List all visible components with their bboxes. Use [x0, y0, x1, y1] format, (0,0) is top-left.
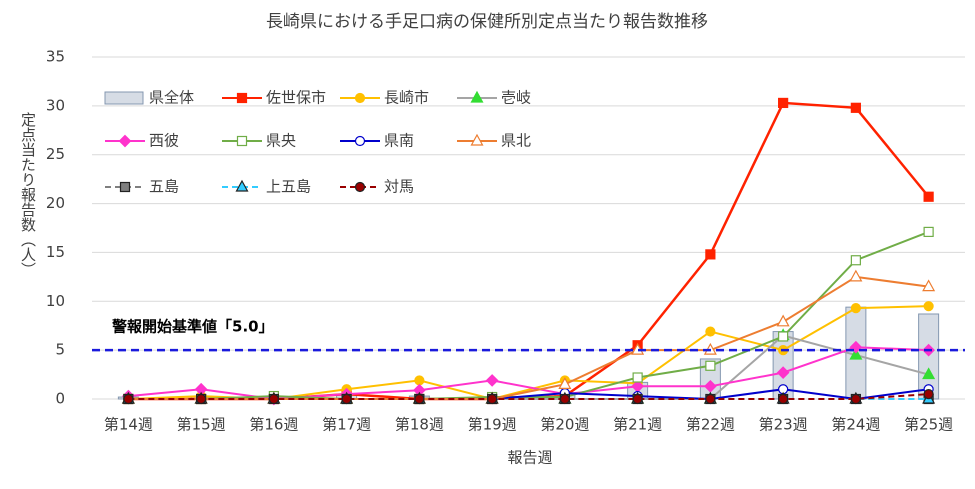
legend-label: 県全体: [149, 89, 194, 107]
y-tick-label: 20: [46, 194, 65, 212]
marker: [850, 255, 861, 266]
x-tick-label: 第22週: [686, 416, 735, 434]
x-tick-label: 第14週: [104, 416, 153, 434]
marker: [236, 92, 248, 104]
marker: [778, 331, 789, 342]
legend-label: 県央: [266, 132, 296, 150]
x-tick-label: 第23週: [759, 416, 808, 434]
marker: [354, 135, 366, 147]
marker: [485, 374, 499, 387]
legend-marker: [354, 92, 366, 104]
y-tick-label: 35: [46, 48, 65, 66]
chart-title: 長崎県における手足口病の保健所別定点当たり報告数推移: [266, 12, 708, 32]
marker: [558, 377, 572, 389]
marker: [705, 326, 716, 337]
marker: [923, 226, 934, 238]
marker: [414, 375, 425, 386]
y-tick-label: 30: [46, 96, 65, 114]
legend-marker: [470, 90, 484, 103]
marker: [632, 372, 643, 383]
marker: [776, 366, 790, 379]
legend-label: 上五島: [266, 178, 311, 196]
x-tick-label: 第15週: [177, 416, 226, 434]
legend-label: 県南: [384, 132, 414, 150]
marker: [705, 360, 716, 371]
marker: [354, 181, 366, 193]
marker: [849, 347, 863, 360]
marker: [354, 92, 366, 104]
marker: [849, 269, 863, 282]
series: [121, 269, 936, 404]
marker: [414, 393, 425, 405]
marker: [776, 314, 790, 327]
marker: [559, 393, 570, 405]
x-tick-label: 第20週: [540, 416, 589, 434]
marker: [470, 90, 484, 103]
x-tick-label: 第18週: [395, 416, 444, 434]
marker: [236, 135, 248, 147]
x-tick-label: 第21週: [613, 416, 662, 434]
y-tick-label: 10: [46, 292, 65, 310]
marker: [778, 393, 789, 405]
legend-marker: [118, 134, 132, 148]
legend-marker: [354, 181, 366, 193]
marker: [487, 393, 498, 405]
y-tick-label: 0: [55, 390, 65, 408]
marker: [341, 393, 352, 405]
reference-label: 警報開始基準値「5.0」: [111, 318, 274, 336]
marker: [119, 181, 131, 193]
marker: [196, 393, 207, 405]
marker: [705, 393, 716, 405]
legend-marker: [470, 133, 484, 146]
x-tick-label: 第19週: [468, 416, 517, 434]
legend-marker: [236, 92, 248, 104]
y-tick-label: 25: [46, 145, 65, 163]
marker: [850, 393, 861, 405]
legend-marker: [119, 181, 131, 193]
y-tick-label: 5: [55, 341, 65, 359]
x-tick-label: 第17週: [322, 416, 371, 434]
legend-marker: [354, 135, 366, 147]
x-tick-label: 第25週: [904, 416, 953, 434]
marker: [705, 249, 716, 260]
marker: [268, 393, 279, 405]
legend-label: 西彼: [149, 132, 179, 150]
line: [128, 230, 929, 400]
marker: [923, 301, 934, 312]
x-axis-label: 報告週: [507, 449, 552, 467]
legend-label: 佐世保市: [266, 89, 326, 107]
marker: [850, 303, 861, 314]
marker: [118, 134, 132, 148]
legend-label: 県北: [501, 132, 531, 150]
legend-label: 壱岐: [501, 89, 531, 107]
marker: [632, 393, 643, 405]
marker: [778, 97, 789, 109]
series: [123, 389, 934, 405]
marker: [123, 393, 134, 405]
legend-swatch: [104, 91, 144, 105]
marker: [922, 367, 936, 380]
marker: [923, 191, 934, 202]
legend-label: 対馬: [384, 178, 414, 196]
marker: [235, 179, 249, 192]
y-axis-label: 定点当たり報告数（人）: [19, 112, 37, 277]
x-tick-label: 第16週: [249, 416, 298, 434]
series: [123, 226, 934, 405]
x-tick-label: 第24週: [831, 416, 880, 434]
y-tick-label: 15: [46, 243, 65, 261]
marker: [470, 133, 484, 146]
legend-label: 五島: [149, 178, 179, 196]
line: [128, 393, 929, 400]
marker: [850, 102, 861, 113]
legend-marker: [236, 135, 248, 147]
marker: [922, 279, 936, 292]
legend-label: 長崎市: [384, 89, 429, 107]
line: [128, 275, 929, 400]
legend-marker: [235, 179, 249, 192]
marker: [923, 389, 934, 400]
